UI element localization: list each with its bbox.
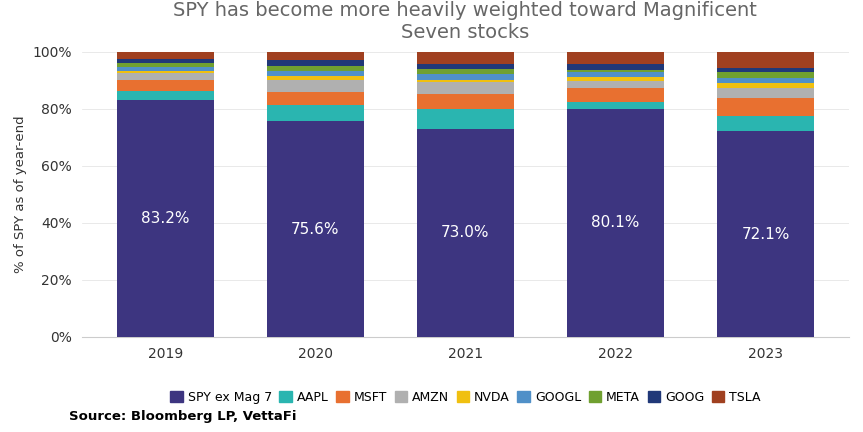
Text: 80.1%: 80.1% <box>591 215 639 230</box>
Text: Source: Bloomberg LP, VettaFi: Source: Bloomberg LP, VettaFi <box>69 410 297 423</box>
Bar <box>417 94 514 109</box>
Bar <box>117 73 214 80</box>
Bar <box>567 81 665 88</box>
Legend: SPY ex Mag 7, AAPL, MSFT, AMZN, NVDA, GOOGL, META, GOOG, TSLA: SPY ex Mag 7, AAPL, MSFT, AMZN, NVDA, GO… <box>165 386 765 409</box>
Bar <box>716 116 814 131</box>
Text: 73.0%: 73.0% <box>441 226 489 240</box>
Y-axis label: % of SPY as of year-end: % of SPY as of year-end <box>14 116 27 273</box>
Text: 75.6%: 75.6% <box>291 222 340 237</box>
Bar <box>417 80 514 83</box>
Bar <box>117 80 214 91</box>
Bar <box>417 52 514 64</box>
Bar <box>117 91 214 100</box>
Bar <box>567 73 665 76</box>
Bar <box>417 64 514 69</box>
Bar <box>417 109 514 129</box>
Bar <box>267 60 364 67</box>
Bar <box>267 71 364 76</box>
Bar <box>267 52 364 60</box>
Bar <box>117 67 214 71</box>
Bar <box>567 102 665 108</box>
Bar <box>716 68 814 73</box>
Bar <box>716 88 814 98</box>
Bar <box>267 67 364 71</box>
Bar <box>716 83 814 88</box>
Bar <box>716 98 814 116</box>
Bar <box>716 78 814 83</box>
Bar <box>267 105 364 121</box>
Text: 72.1%: 72.1% <box>741 227 790 241</box>
Bar <box>267 92 364 105</box>
Bar <box>567 88 665 102</box>
Text: 83.2%: 83.2% <box>141 211 190 226</box>
Bar <box>267 121 364 337</box>
Bar <box>567 70 665 73</box>
Bar <box>567 76 665 81</box>
Bar <box>117 52 214 59</box>
Bar <box>417 69 514 74</box>
Bar <box>117 71 214 73</box>
Bar <box>716 73 814 78</box>
Bar <box>267 76 364 80</box>
Bar <box>117 59 214 63</box>
Bar <box>716 52 814 68</box>
Bar <box>567 52 665 64</box>
Bar <box>417 74 514 80</box>
Bar <box>567 64 665 70</box>
Bar <box>716 131 814 337</box>
Bar <box>417 83 514 94</box>
Bar <box>267 80 364 92</box>
Title: SPY has become more heavily weighted toward Magnificent
Seven stocks: SPY has become more heavily weighted tow… <box>173 1 758 42</box>
Bar <box>417 129 514 337</box>
Bar <box>117 63 214 67</box>
Bar <box>567 108 665 337</box>
Bar <box>117 100 214 337</box>
